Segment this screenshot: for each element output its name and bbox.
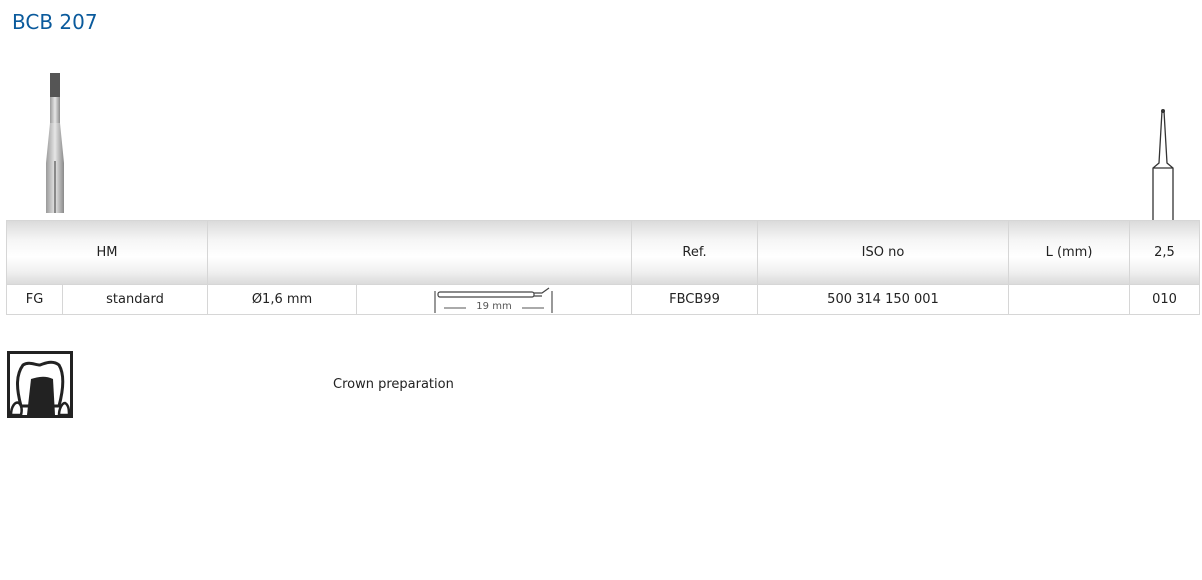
product-table: HM Ref. ISO no L (mm) 2,5 FG standard Ø1… xyxy=(6,220,1200,315)
cell-ref: FBCB99 xyxy=(631,284,758,315)
bur-photo-image xyxy=(46,73,64,213)
cell-iso: 500 314 150 001 xyxy=(757,284,1009,315)
header-ref: Ref. xyxy=(631,220,758,285)
cell-length xyxy=(1008,284,1130,315)
cell-variant: standard xyxy=(62,284,208,315)
application-label: Crown preparation xyxy=(333,377,454,392)
header-empty xyxy=(207,220,632,285)
cell-type: FG xyxy=(6,284,63,315)
table-row: FG standard Ø1,6 mm 19 mm FBCB99 500 314… xyxy=(6,284,1200,315)
cell-shank: 19 mm xyxy=(356,284,632,315)
header-length-value: 2,5 xyxy=(1129,220,1200,285)
crown-preparation-icon xyxy=(7,351,73,418)
cell-size: 010 xyxy=(1129,284,1200,315)
bur-outline-drawing xyxy=(1152,109,1174,220)
header-iso: ISO no xyxy=(757,220,1009,285)
header-material: HM xyxy=(6,220,208,285)
page-title: BCB 207 xyxy=(12,10,98,34)
cell-diameter: Ø1,6 mm xyxy=(207,284,357,315)
header-length: L (mm) xyxy=(1008,220,1130,285)
table-header-row: HM Ref. ISO no L (mm) 2,5 xyxy=(6,220,1200,285)
shank-length-label: 19 mm xyxy=(476,301,512,312)
shank-diagram-icon xyxy=(434,287,553,313)
